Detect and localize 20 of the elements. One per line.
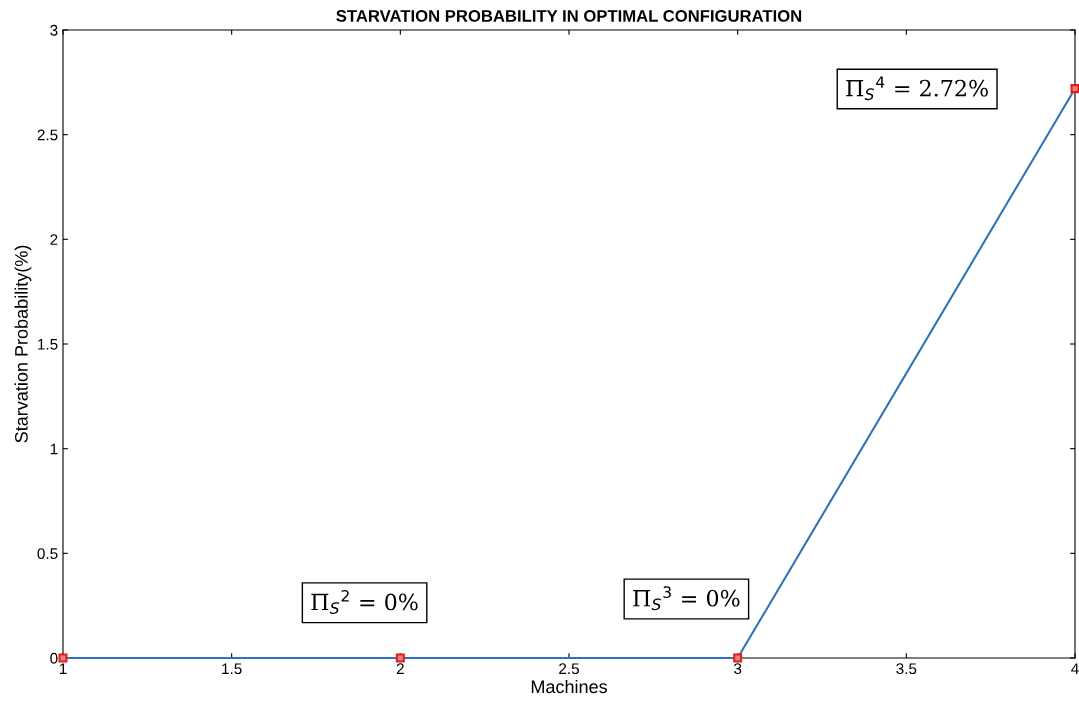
y-tick-label: 2.5 (37, 129, 58, 141)
x-tick-label: 2 (396, 663, 404, 674)
x-tick-label: 2.5 (559, 663, 579, 675)
y-tick-label: 1.5 (38, 339, 58, 350)
y-tick-label: 1 (50, 443, 58, 455)
x-tick-label: 3.5 (896, 663, 917, 675)
y-tick-label: 0.5 (37, 548, 58, 560)
chart-title: STARVATION PROBABILITY IN OPTIMAL CONFIGURATION (336, 10, 802, 22)
x-tick-label: 1.5 (222, 663, 242, 675)
x-tick-label: 4 (1071, 663, 1079, 674)
x-tick-label: 3 (734, 663, 742, 675)
annotation: Π$_{S}$$^{2}$ = 0% (311, 590, 418, 614)
y-tick-label: 3 (50, 24, 58, 36)
annotation: Π$_{S}$$^{4}$ = 2.72% (846, 76, 988, 101)
y-tick-label: 2 (50, 234, 58, 245)
x-axis-title: Machines (531, 679, 607, 694)
x-tick-label: 1 (59, 663, 67, 674)
y-axis-title: Starvation Probability(%) (14, 245, 32, 443)
annotation: Π$_{S}$$^{3}$ = 0% (633, 586, 740, 611)
y-tick-label: 0 (50, 652, 58, 664)
